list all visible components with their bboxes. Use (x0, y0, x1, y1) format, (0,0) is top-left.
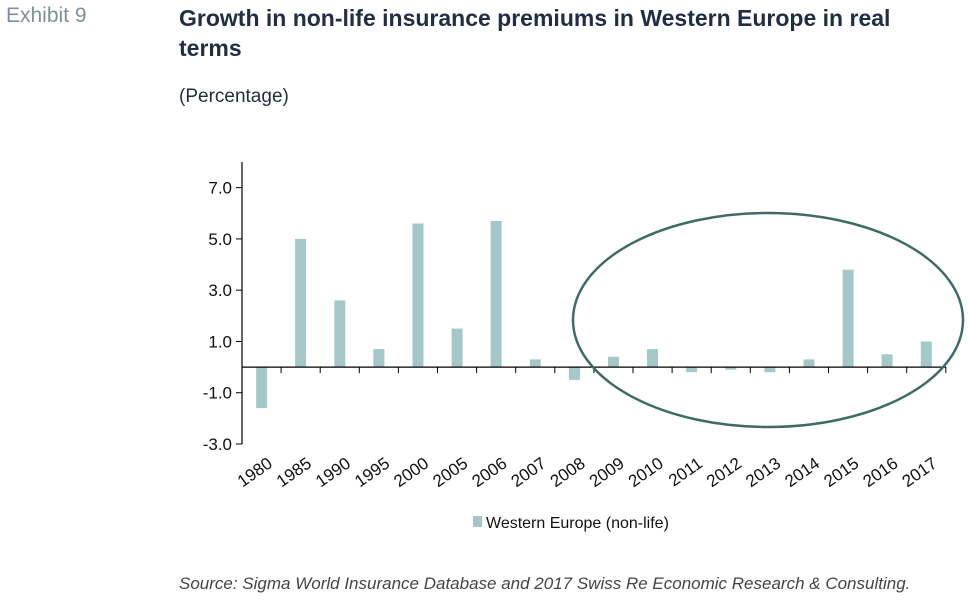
x-tick-label: 2016 (860, 454, 902, 491)
y-tick-label: -3.0 (203, 435, 232, 454)
bar-2016 (881, 354, 893, 368)
bar-1980 (256, 367, 268, 409)
y-tick-label: 1.0 (208, 332, 232, 351)
x-tick-label: 2013 (742, 454, 784, 491)
annotation (571, 211, 965, 429)
bar-2013 (764, 367, 776, 373)
legend: Western Europe (non-life) (473, 515, 669, 532)
bar-2005 (451, 328, 463, 368)
bar-2006 (490, 221, 502, 368)
x-tick-label: 2007 (508, 454, 550, 491)
bar-2000 (412, 223, 424, 368)
x-tick-label: 2010 (625, 454, 667, 491)
legend-label: Western Europe (non-life) (486, 515, 669, 532)
x-tick-label: 2008 (547, 454, 589, 491)
bar-2014 (803, 359, 815, 368)
x-tick-label: 2011 (665, 454, 706, 491)
bar-1985 (295, 238, 307, 368)
bar-2011 (686, 367, 698, 373)
x-axis: 1980198519901995200020052006200720082009… (234, 366, 947, 491)
highlight-ellipse (571, 211, 965, 429)
x-tick-label: 2012 (703, 454, 745, 491)
source-note: Source: Sigma World Insurance Database a… (179, 574, 911, 593)
y-tick-label: 7.0 (208, 179, 232, 198)
x-tick-label: 2006 (469, 454, 511, 491)
bar-2010 (647, 349, 658, 367)
bar-1995 (373, 349, 385, 367)
bar-2012 (725, 367, 737, 370)
bar-2008 (568, 367, 580, 380)
bar-2015 (842, 269, 854, 368)
bars (256, 221, 932, 409)
legend-swatch (473, 516, 482, 527)
x-tick-label: 1995 (351, 454, 393, 491)
x-tick-label: 1990 (312, 454, 354, 491)
x-tick-label: 2014 (781, 454, 823, 491)
x-tick-label: 2000 (390, 454, 432, 491)
x-tick-label: 2005 (429, 454, 471, 491)
bar-1990 (334, 300, 346, 368)
chart-subtitle: (Percentage) (179, 86, 289, 107)
exhibit-label: Exhibit 9 (6, 4, 87, 27)
chart-title: Growth in non-life insurance premiums in… (179, 5, 891, 61)
bar-2009 (608, 356, 619, 368)
x-tick-label: 2017 (899, 454, 941, 491)
y-tick-label: 5.0 (208, 230, 232, 249)
x-tick-label: 1985 (273, 454, 315, 491)
x-tick-label: 1980 (234, 454, 276, 491)
bar-2017 (920, 341, 932, 368)
bar-2007 (529, 359, 541, 368)
y-tick-label: 3.0 (208, 281, 232, 300)
x-tick-label: 2009 (586, 454, 628, 491)
y-tick-label: -1.0 (203, 384, 232, 403)
x-tick-label: 2015 (820, 454, 862, 491)
y-axis: -3.0 -1.0 1.0 3.0 5.0 7.0 (203, 162, 243, 454)
